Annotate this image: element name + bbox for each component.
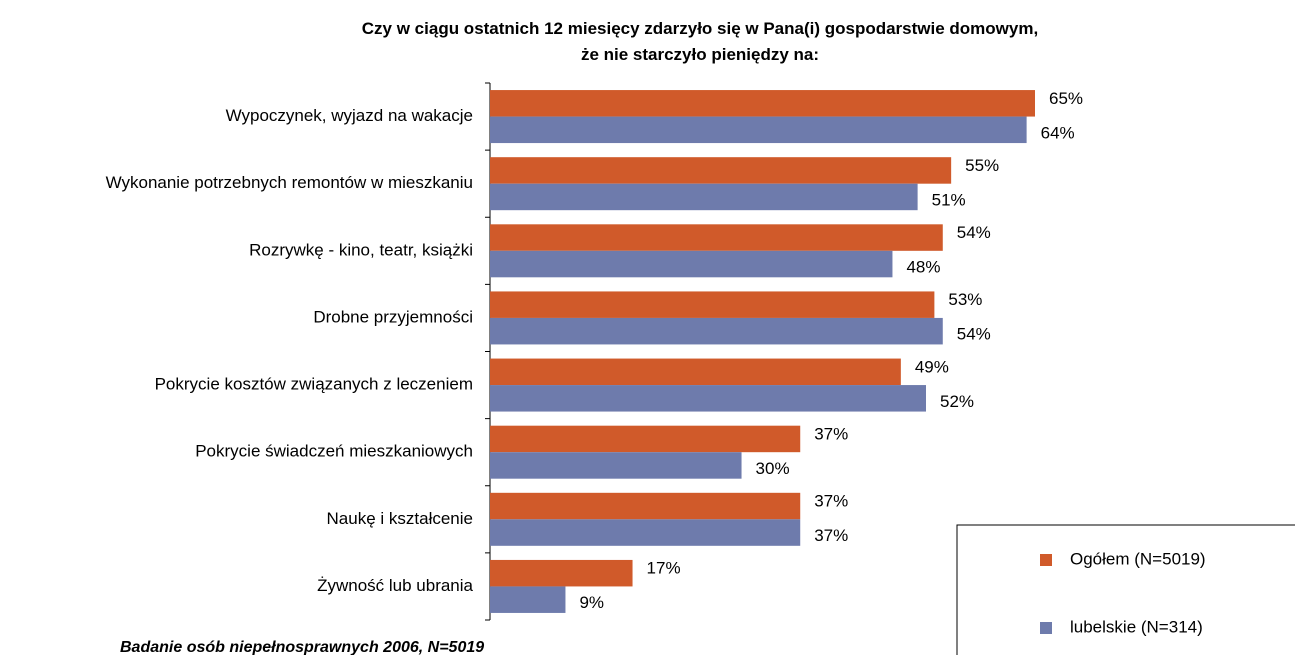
legend-box: [956, 524, 1295, 655]
legend-label: Ogółem (N=5019): [1070, 549, 1206, 568]
bar: [490, 425, 801, 453]
bar: [490, 317, 943, 345]
bar: [490, 183, 918, 211]
bar: [490, 452, 742, 479]
legend-swatch: [1040, 622, 1052, 634]
value-label: 65%: [1049, 89, 1083, 108]
bar: [490, 116, 1027, 144]
value-label: 52%: [940, 392, 974, 411]
value-label: 49%: [915, 357, 949, 376]
chart-title: Czy w ciągu ostatnich 12 miesięcy zdarzy…: [361, 19, 1039, 64]
category-label: Żywność lub ubrania: [317, 576, 473, 595]
bar: [490, 492, 801, 520]
bar: [490, 586, 566, 613]
category-label: Wykonanie potrzebnych remontów w mieszka…: [106, 173, 473, 192]
legend-label: lubelskie (N=314): [1070, 617, 1203, 636]
category-label: Rozrywkę - kino, teatr, książki: [249, 240, 473, 259]
bar: [490, 358, 901, 386]
bar: [490, 90, 1035, 117]
value-label: 37%: [814, 492, 848, 511]
value-label: 51%: [932, 190, 966, 209]
category-label: Wypoczynek, wyjazd na wakacje: [226, 106, 473, 125]
value-label: 55%: [965, 156, 999, 175]
value-label: 64%: [1041, 123, 1075, 142]
footnote: Badanie osób niepełnosprawnych 2006, N=5…: [120, 639, 484, 655]
bar: [490, 250, 893, 278]
value-label: 48%: [906, 258, 940, 277]
category-label: Pokrycie świadczeń mieszkaniowych: [195, 442, 473, 461]
legend-swatch: [1040, 554, 1052, 566]
category-label: Drobne przyjemności: [313, 307, 473, 326]
value-label: 37%: [814, 526, 848, 545]
value-label: 54%: [957, 325, 991, 344]
bar: [490, 224, 943, 251]
bar: [490, 291, 935, 318]
value-label: 54%: [957, 223, 991, 242]
bar: [490, 385, 926, 412]
bar: [490, 559, 633, 587]
bar: [490, 519, 801, 546]
category-label: Naukę i kształcenie: [327, 509, 473, 528]
value-label: 37%: [814, 424, 848, 443]
category-label: Pokrycie kosztów związanych z leczeniem: [155, 375, 473, 394]
value-label: 30%: [756, 459, 790, 478]
value-label: 53%: [948, 290, 982, 309]
value-label: 17%: [647, 559, 681, 578]
value-label: 9%: [579, 593, 604, 612]
bar: [490, 157, 952, 184]
